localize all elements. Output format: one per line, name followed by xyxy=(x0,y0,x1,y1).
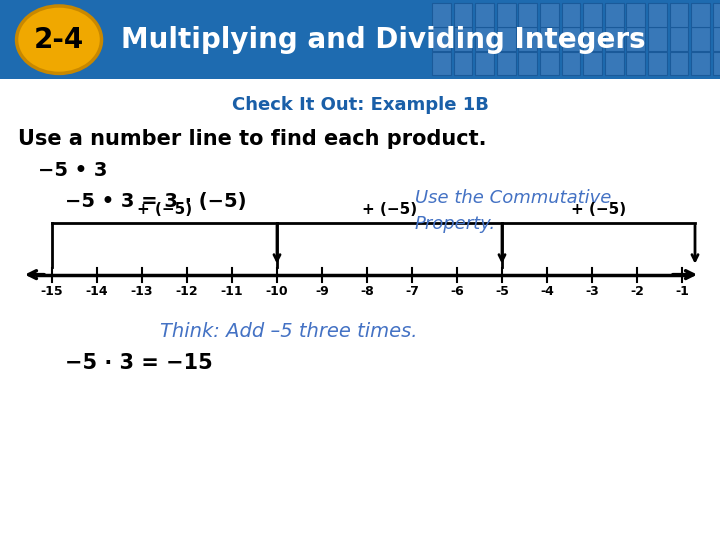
Bar xyxy=(583,3,602,27)
Bar xyxy=(432,52,451,76)
Bar xyxy=(713,3,720,27)
Text: Course 2: Course 2 xyxy=(13,516,82,529)
Text: -2: -2 xyxy=(630,285,644,298)
Text: -6: -6 xyxy=(450,285,464,298)
Text: Use the Commutative
Property.: Use the Commutative Property. xyxy=(415,188,611,233)
Bar xyxy=(540,52,559,76)
Text: Multiplying and Dividing Integers: Multiplying and Dividing Integers xyxy=(121,26,646,53)
Ellipse shape xyxy=(17,6,102,73)
Bar xyxy=(691,52,710,76)
Text: -14: -14 xyxy=(86,285,108,298)
Bar xyxy=(562,52,580,76)
Text: −5 • 3: −5 • 3 xyxy=(38,161,107,180)
Bar xyxy=(670,52,688,76)
Text: -13: -13 xyxy=(131,285,153,298)
Bar xyxy=(518,3,537,27)
Text: + (−5): + (−5) xyxy=(137,201,192,217)
Bar xyxy=(432,28,451,51)
Bar xyxy=(648,3,667,27)
Text: -7: -7 xyxy=(405,285,419,298)
Text: + (−5): + (−5) xyxy=(571,201,626,217)
Text: Check It Out: Example 1B: Check It Out: Example 1B xyxy=(232,97,488,114)
Text: -5: -5 xyxy=(495,285,509,298)
Bar xyxy=(475,3,494,27)
Text: -4: -4 xyxy=(540,285,554,298)
Bar xyxy=(454,28,472,51)
Bar xyxy=(605,28,624,51)
Bar xyxy=(605,3,624,27)
Bar xyxy=(648,28,667,51)
Bar xyxy=(626,52,645,76)
Bar xyxy=(626,28,645,51)
Bar xyxy=(713,28,720,51)
Text: -9: -9 xyxy=(315,285,329,298)
Bar xyxy=(626,3,645,27)
Bar xyxy=(562,28,580,51)
Bar xyxy=(691,28,710,51)
Bar xyxy=(691,3,710,27)
Text: -11: -11 xyxy=(221,285,243,298)
Bar xyxy=(540,3,559,27)
Bar xyxy=(497,3,516,27)
Text: -15: -15 xyxy=(41,285,63,298)
Bar xyxy=(475,52,494,76)
Bar xyxy=(454,3,472,27)
Bar xyxy=(518,52,537,76)
Bar xyxy=(497,28,516,51)
Text: -3: -3 xyxy=(585,285,599,298)
Bar xyxy=(670,28,688,51)
Bar xyxy=(670,3,688,27)
Text: Use a number line to find each product.: Use a number line to find each product. xyxy=(18,130,487,150)
Bar xyxy=(432,3,451,27)
Text: -12: -12 xyxy=(176,285,198,298)
Bar xyxy=(497,52,516,76)
Text: −5 · 3 = −15: −5 · 3 = −15 xyxy=(65,353,212,373)
Text: -1: -1 xyxy=(675,285,689,298)
Bar xyxy=(605,52,624,76)
Text: −5 • 3 = 3 · (−5): −5 • 3 = 3 · (−5) xyxy=(65,192,246,211)
Text: -8: -8 xyxy=(360,285,374,298)
Text: -10: -10 xyxy=(266,285,288,298)
Text: 2-4: 2-4 xyxy=(34,26,84,53)
Bar xyxy=(713,52,720,76)
Bar xyxy=(562,3,580,27)
Bar xyxy=(475,28,494,51)
Bar xyxy=(518,28,537,51)
Bar xyxy=(454,52,472,76)
Bar xyxy=(583,52,602,76)
Text: + (−5): + (−5) xyxy=(362,201,417,217)
Text: Copyright © by Holt, Rinehart and Winston. All Rights Reserved.: Copyright © by Holt, Rinehart and Winsto… xyxy=(370,517,706,528)
Text: Think: Add –5 three times.: Think: Add –5 three times. xyxy=(160,322,418,341)
Bar xyxy=(648,52,667,76)
Bar xyxy=(540,28,559,51)
Bar xyxy=(583,28,602,51)
